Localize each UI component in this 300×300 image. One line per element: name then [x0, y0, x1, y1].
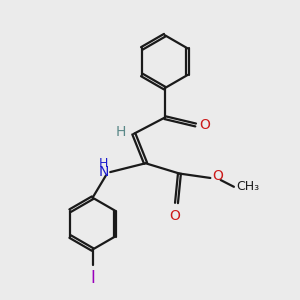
Text: O: O	[169, 209, 181, 223]
Text: H: H	[115, 125, 126, 139]
Text: O: O	[213, 169, 224, 184]
Text: I: I	[90, 269, 95, 287]
Text: N: N	[98, 165, 109, 179]
Text: CH₃: CH₃	[236, 180, 260, 193]
Text: H: H	[98, 157, 108, 170]
Text: O: O	[199, 118, 210, 132]
